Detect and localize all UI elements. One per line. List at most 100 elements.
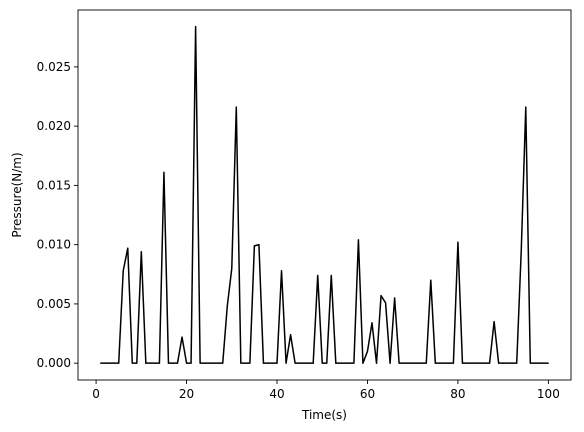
data-point [452,362,454,364]
data-point [461,362,464,364]
data-point [502,362,504,364]
axis-ticks: 0 20 40 60 80 100 0.000 0.005 0.010 0.015 0.020 0.0… [37,60,560,401]
data-point [258,244,260,246]
data-point [534,362,536,364]
data-point [344,362,346,364]
data-point [547,362,549,364]
data-point [122,270,124,272]
data-point [154,362,156,364]
data-point [303,362,305,364]
data-point [199,362,201,364]
data-point [176,362,179,364]
data-point [348,362,350,364]
plot-frame [77,9,572,381]
data-point [475,362,477,364]
data-point [380,295,382,297]
data-point [394,297,396,299]
data-point [262,362,265,364]
x-axis-label: Time(s) [301,408,347,422]
data-point [330,274,332,277]
y-tick-label: 0.020 [37,119,71,133]
data-point [353,362,355,364]
data-point [443,362,445,364]
data-point [289,334,292,336]
data-layer [100,25,549,364]
y-axis-label: Pressure(N/m) [10,152,24,237]
data-point [357,239,360,241]
data-point [172,362,174,364]
data-point [113,362,115,364]
data-point [285,362,287,364]
data-point [529,362,531,364]
data-point [190,362,192,364]
series-line-0 [100,25,549,364]
data-point [100,362,102,364]
data-point [235,106,237,108]
data-point [416,362,418,364]
data-point [204,362,206,364]
data-point [398,362,400,364]
x-tick-label: 0 [92,387,100,401]
data-point [484,362,486,364]
data-point [375,362,378,364]
data-point [208,362,210,364]
y-tick-label: 0.015 [37,178,71,192]
data-point [425,362,427,364]
data-point [280,270,283,272]
data-point [222,362,224,364]
data-point [271,362,274,364]
data-point [244,362,246,364]
data-point [466,362,468,364]
data-point [339,362,341,364]
data-point [131,362,133,364]
data-point [276,362,278,364]
data-point [520,249,522,252]
x-tick-label: 100 [537,387,560,401]
data-point [118,362,120,364]
data-point [384,302,387,304]
data-point [321,362,323,364]
data-point [267,362,269,364]
x-tick-label: 80 [450,387,465,401]
data-point [249,362,251,364]
y-tick-label: 0.010 [37,238,71,252]
data-point [145,362,147,364]
data-point [525,106,527,108]
data-point [217,362,219,364]
data-point [448,362,450,364]
data-point [389,362,391,364]
data-point [127,247,129,249]
data-point [140,251,142,253]
data-point [488,362,491,364]
data-point [185,362,188,364]
y-tick-label: 0.000 [37,356,71,370]
data-point [163,171,165,173]
data-point [511,362,513,364]
data-point [434,362,436,364]
data-point [226,305,228,307]
x-tick-label: 60 [360,387,375,401]
data-point [403,362,405,364]
data-point [149,362,151,364]
data-point [543,362,545,364]
data-point [362,362,364,364]
data-point [312,362,314,364]
data-point [371,322,373,324]
data-point [136,362,138,364]
data-point [457,241,459,243]
data-point [335,362,337,364]
data-point [470,362,473,364]
y-tick-label: 0.005 [37,297,71,311]
data-point [538,362,540,364]
data-point [366,350,369,352]
data-point [498,362,500,364]
data-point [240,362,242,364]
y-tick-label: 0.025 [37,60,71,74]
data-point [104,362,106,364]
x-tick-label: 40 [269,387,284,401]
data-point [181,336,183,338]
data-point [439,362,441,364]
data-point [407,362,409,364]
